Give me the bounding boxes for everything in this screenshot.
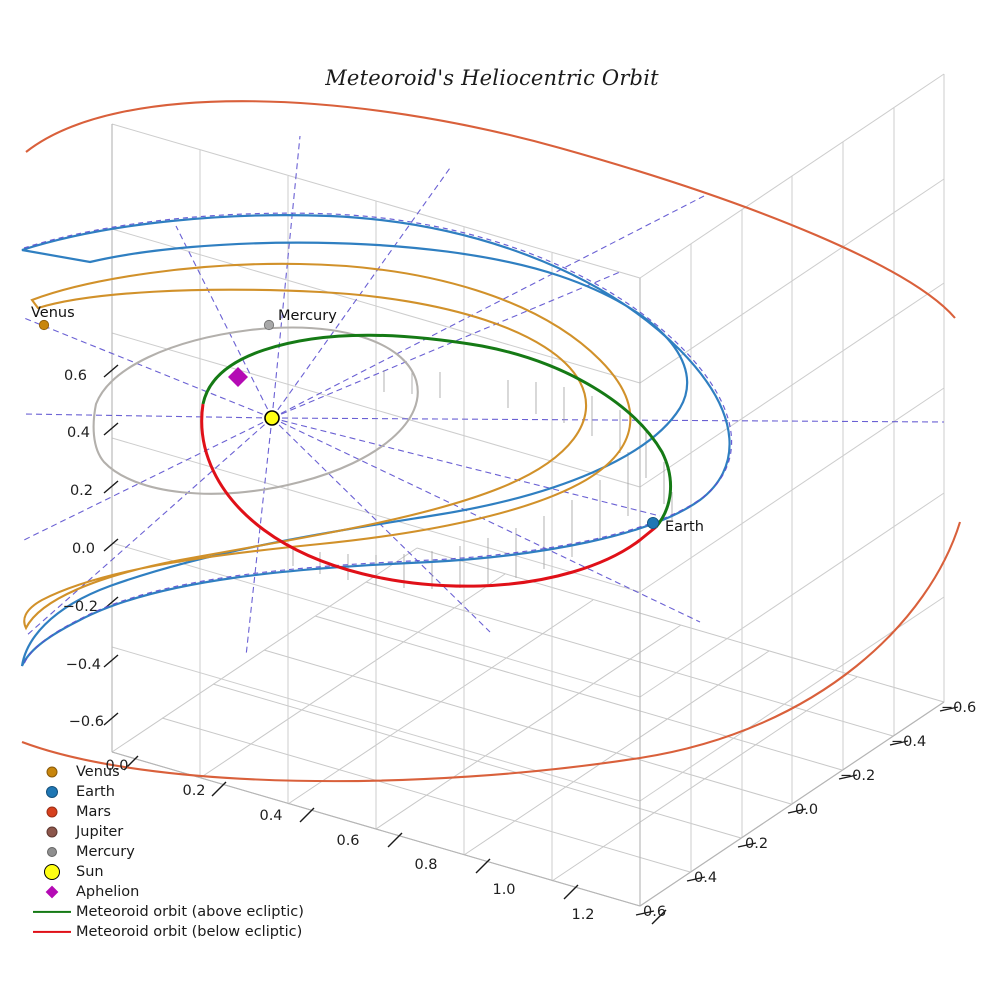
svg-text:0.2: 0.2 (182, 783, 205, 799)
svg-text:0.2: 0.2 (70, 483, 93, 499)
svg-text:0.4: 0.4 (67, 425, 90, 441)
x-axis-tick-labels: 0.0 0.2 0.4 0.6 0.8 1.0 1.2 (105, 758, 594, 923)
legend-item-above-ecliptic[interactable]: Meteoroid orbit (above ecliptic) (30, 902, 330, 922)
sun-dot-icon (30, 862, 76, 882)
venus-marker (38, 319, 50, 331)
right-wall-grid (639, 73, 945, 907)
green-line-icon (30, 902, 76, 922)
mercury-dot-icon (30, 842, 76, 862)
legend-item-mars[interactable]: Mars (30, 802, 330, 822)
svg-text:0.2: 0.2 (745, 836, 768, 852)
venus-dot-icon (30, 762, 76, 782)
svg-text:0.6: 0.6 (64, 368, 87, 384)
y-axis-tick-labels: 0.6 0.4 0.2 0.0 −0.2 −0.4 −0.6 (643, 700, 976, 920)
orbit-mars-lower (21, 521, 962, 783)
legend-label-mercury: Mercury (76, 844, 135, 860)
svg-text:1.0: 1.0 (492, 882, 515, 898)
orbit-venus (23, 262, 632, 631)
legend-label-mars: Mars (76, 804, 111, 820)
svg-text:1.2: 1.2 (571, 907, 594, 923)
sun-marker (264, 410, 280, 426)
svg-text:−0.6: −0.6 (69, 714, 104, 730)
legend-label-jupiter: Jupiter (76, 824, 124, 840)
jupiter-dot-icon (30, 822, 76, 842)
mercury-marker (263, 319, 275, 331)
orbit-mars (25, 100, 956, 319)
red-line-icon (30, 922, 76, 942)
earth-marker (647, 517, 660, 530)
orbit-earth-dashed-overlay (23, 212, 733, 665)
mercury-label: Mercury (278, 308, 337, 324)
mars-dot-icon (30, 802, 76, 822)
svg-text:0.4: 0.4 (694, 870, 717, 886)
legend-label-aphelion: Aphelion (76, 884, 140, 900)
axes-panes-grid (111, 73, 945, 907)
legend-label-sun: Sun (76, 864, 104, 880)
legend-label-below-ecliptic: Meteoroid orbit (below ecliptic) (76, 924, 303, 940)
meteoroid-orbit-above-ecliptic (201, 333, 673, 528)
svg-text:0.0: 0.0 (105, 758, 128, 774)
legend-label-above-ecliptic: Meteoroid orbit (above ecliptic) (76, 904, 304, 920)
svg-text:0.8: 0.8 (414, 857, 437, 873)
svg-text:−0.2: −0.2 (840, 768, 875, 784)
svg-text:0.0: 0.0 (72, 541, 95, 557)
legend-item-mercury[interactable]: Mercury (30, 842, 330, 862)
svg-text:−0.2: −0.2 (63, 599, 98, 615)
svg-text:0.6: 0.6 (643, 904, 666, 920)
orbit-earth (20, 214, 731, 667)
legend-item-earth[interactable]: Earth (30, 782, 330, 802)
svg-text:0.6: 0.6 (336, 833, 359, 849)
aphelion-marker (228, 367, 248, 387)
legend-item-aphelion[interactable]: Aphelion (30, 882, 330, 902)
legend-label-earth: Earth (76, 784, 115, 800)
venus-label: Venus (31, 305, 75, 321)
earth-dot-icon (30, 782, 76, 802)
page-title: Meteoroid's Heliocentric Orbit (325, 66, 659, 90)
svg-text:0.4: 0.4 (259, 808, 282, 824)
floor-grid (111, 547, 945, 907)
planet-annotations: Venus Mercury Earth (31, 305, 704, 535)
legend: Venus Earth Mars Jupiter Mercury (30, 762, 330, 942)
svg-text:−0.6: −0.6 (941, 700, 976, 716)
earth-label: Earth (665, 519, 704, 535)
legend-label-venus: Venus (76, 764, 120, 780)
aphelion-diamond-icon (30, 882, 76, 902)
svg-text:−0.4: −0.4 (891, 734, 926, 750)
legend-item-below-ecliptic[interactable]: Meteoroid orbit (below ecliptic) (30, 922, 330, 942)
radial-sight-lines (23, 135, 945, 657)
z-axis-tick-labels: 0.6 0.4 0.2 0.0 −0.2 −0.4 −0.6 (63, 368, 104, 730)
meteoroid-orbit-below-ecliptic (200, 403, 657, 588)
svg-text:0.0: 0.0 (795, 802, 818, 818)
svg-text:−0.4: −0.4 (66, 657, 101, 673)
legend-item-venus[interactable]: Venus (30, 762, 330, 782)
orbit-mercury (92, 326, 419, 495)
legend-item-sun[interactable]: Sun (30, 862, 330, 882)
legend-item-jupiter[interactable]: Jupiter (30, 822, 330, 842)
